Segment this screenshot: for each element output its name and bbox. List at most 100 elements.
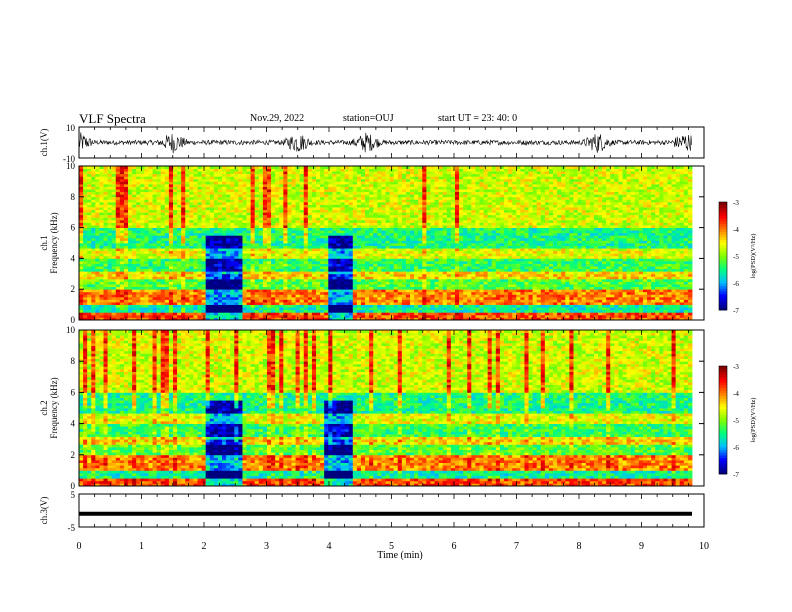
spectrogram-cell — [287, 266, 292, 270]
spectrogram-cell — [160, 284, 166, 288]
spectrogram-cell — [148, 186, 153, 190]
spectrogram-cell — [205, 186, 211, 190]
spectrogram-cell — [172, 183, 178, 187]
spectrogram-cell — [152, 250, 158, 254]
spectrogram-cell — [287, 291, 292, 295]
spectrogram-cell — [332, 212, 337, 216]
spectrogram-cell — [205, 189, 211, 193]
spectrogram-cell — [242, 230, 247, 234]
spectrogram-cell — [271, 178, 276, 182]
spectrogram-cell — [373, 219, 378, 223]
spectrogram-cell — [275, 296, 280, 300]
spectrogram-cell — [393, 273, 399, 277]
spectrogram-cell — [156, 271, 162, 275]
spectrogram-cell — [242, 183, 247, 187]
spectrogram-cell — [160, 245, 166, 249]
spectrogram-cell — [291, 314, 296, 318]
spectrogram-cell — [250, 171, 256, 175]
spectrogram-cell — [136, 296, 141, 300]
spectrogram-cell — [128, 222, 133, 226]
spectrogram-cell — [381, 207, 386, 211]
spectrogram-cell — [144, 271, 149, 275]
spectrogram-cell — [87, 204, 92, 208]
spectrogram-cell — [336, 166, 341, 169]
spectrogram-cell — [344, 255, 350, 259]
spectrogram-cell — [217, 248, 223, 252]
spectrogram-cell — [164, 314, 170, 318]
spectrogram-cell — [246, 263, 252, 267]
spectrogram-cell — [181, 253, 186, 257]
spectrogram-cell — [119, 243, 125, 246]
spectrogram-cell — [119, 235, 125, 239]
spectrogram-cell — [336, 312, 341, 316]
spectrogram-cell — [385, 304, 390, 308]
spectrogram-cell — [365, 235, 370, 239]
spectrogram-cell — [185, 181, 190, 185]
spectrogram-cell — [283, 317, 288, 321]
spectrogram-cell — [189, 207, 194, 211]
spectrogram-cell — [136, 255, 141, 259]
spectrogram-cell — [250, 266, 256, 270]
spectrogram-cell — [136, 181, 141, 185]
spectrogram-cell — [381, 278, 386, 282]
spectrogram-cell — [160, 307, 166, 311]
spectrogram-cell — [279, 194, 284, 198]
spectrogram-cell — [283, 296, 288, 300]
spectrogram-cell — [111, 284, 117, 288]
spectrogram-cell — [242, 284, 247, 288]
spectrogram-cell — [262, 237, 268, 241]
spectrogram-cell — [119, 273, 125, 277]
spectrogram-cell — [320, 178, 325, 182]
spectrogram-cell — [226, 191, 231, 195]
spectrogram-cell — [283, 304, 288, 308]
spectrogram-cell — [91, 212, 96, 216]
spectrogram-cell — [295, 189, 301, 193]
spectrogram-cell — [111, 171, 117, 175]
spectrogram-cell — [95, 263, 100, 267]
spectrogram-cell — [328, 219, 333, 223]
spectrogram-cell — [152, 199, 158, 203]
spectrogram-cell — [119, 268, 125, 272]
spectrogram-cell — [181, 314, 186, 318]
spectrogram-cell — [181, 281, 186, 285]
spectrogram-cell — [193, 245, 198, 249]
spectrogram-cell — [254, 235, 260, 239]
spectrogram-cell — [348, 230, 354, 234]
spectrogram-cell — [79, 191, 84, 195]
spectrogram-cell — [230, 317, 235, 321]
spectrogram-cell — [197, 230, 202, 234]
spectrogram-cell — [287, 171, 292, 175]
spectrogram-cell — [148, 227, 153, 231]
spectrogram-cell — [91, 225, 96, 228]
spectrogram-cell — [230, 191, 235, 195]
spectrogram-cell — [213, 219, 219, 223]
spectrogram-cell — [377, 204, 382, 208]
spectrogram-cell — [107, 230, 113, 234]
spectrogram-cell — [348, 235, 354, 239]
spectrogram-cell — [205, 209, 211, 213]
spectrogram-cell — [238, 248, 243, 252]
spectrogram-cell — [303, 245, 309, 249]
spectrogram-cell — [205, 240, 211, 244]
spectrogram-cell — [410, 278, 415, 282]
spectrogram-cell — [397, 196, 403, 200]
spectrogram-cell — [238, 194, 243, 198]
spectrogram-cell — [385, 219, 390, 223]
spectrogram-cell — [397, 237, 403, 241]
spectrogram-cell — [119, 171, 125, 175]
spectrogram-cell — [410, 260, 415, 264]
spectrogram-cell — [389, 183, 395, 187]
spectrogram-cell — [262, 266, 268, 270]
spectrogram-cell — [152, 219, 158, 223]
spectrogram-cell — [152, 204, 158, 208]
spectrogram-cell — [316, 183, 321, 187]
spectrogram-cell — [238, 281, 243, 285]
spectrogram-cell — [164, 209, 170, 213]
spectrogram-cell — [123, 309, 129, 313]
spectrogram-cell — [140, 171, 145, 175]
spectrogram-cell — [217, 183, 223, 187]
spectrogram-cell — [83, 240, 88, 244]
spectrogram-cell — [352, 296, 358, 300]
spectrogram-cell — [385, 201, 390, 205]
spectrogram-cell — [226, 304, 231, 308]
